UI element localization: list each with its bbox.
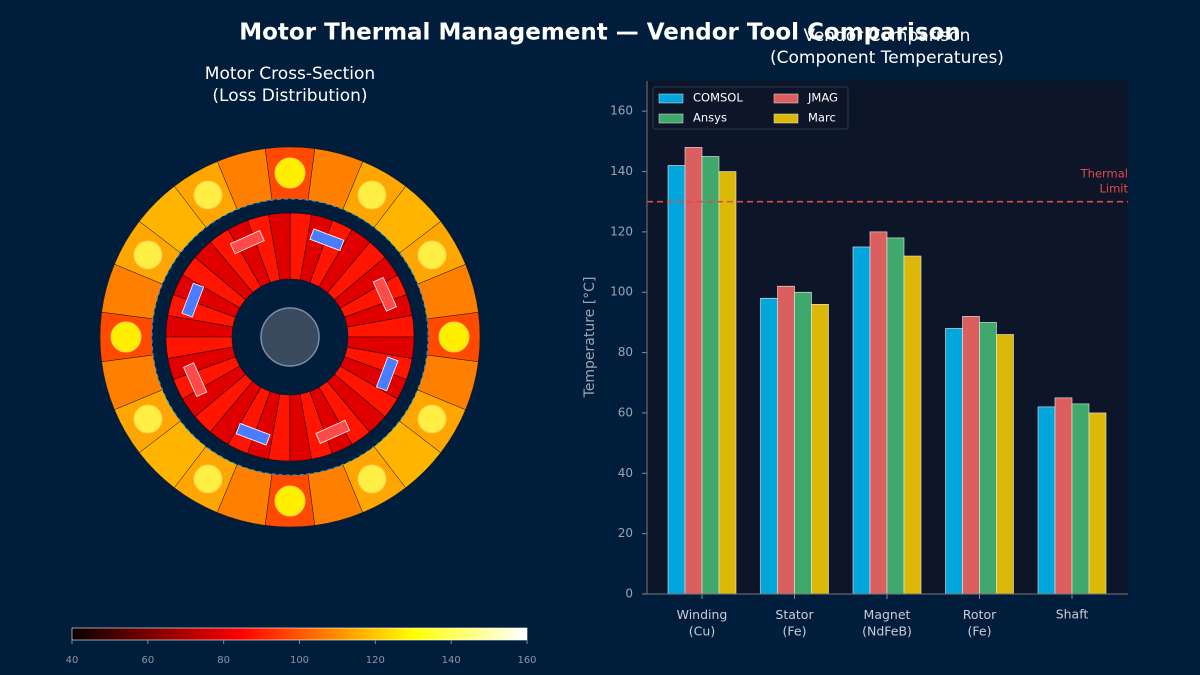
- colorbar-tick-label: 120: [366, 655, 385, 666]
- x-tick-label: Winding (Cu): [677, 607, 728, 638]
- y-tick-label: 60: [618, 405, 633, 419]
- winding: [133, 404, 163, 434]
- x-tick-label: Rotor (Fe): [963, 607, 997, 638]
- legend-swatch: [658, 93, 684, 104]
- bar: [962, 316, 980, 595]
- legend-swatch: [658, 113, 684, 124]
- legend-box: [652, 86, 849, 130]
- winding: [417, 404, 447, 434]
- bar: [996, 334, 1014, 595]
- winding: [274, 157, 306, 189]
- magnet: [183, 362, 208, 398]
- colorbar-tick-label: 100: [290, 655, 309, 666]
- bar: [777, 285, 795, 595]
- magnet: [375, 356, 399, 392]
- y-tick-label: 140: [610, 164, 633, 178]
- winding: [110, 321, 142, 353]
- winding: [357, 464, 387, 494]
- winding: [417, 240, 447, 270]
- magnet: [235, 422, 271, 446]
- x-tick-label: Stator (Fe): [775, 607, 814, 638]
- magnet: [315, 419, 351, 444]
- motor-diagram: [99, 146, 481, 528]
- bar: [701, 156, 720, 595]
- y-tick-label: 40: [618, 466, 633, 480]
- figure-title: Motor Thermal Management — Vendor Tool C…: [239, 20, 961, 46]
- bar: [1071, 403, 1090, 595]
- bar: [869, 231, 888, 595]
- y-tick-label: 160: [610, 104, 633, 118]
- winding: [357, 180, 387, 210]
- winding: [438, 321, 470, 353]
- magnet: [372, 276, 397, 312]
- bar: [886, 237, 905, 595]
- bar: [1054, 397, 1073, 595]
- bar: [718, 171, 737, 595]
- bar: [667, 165, 686, 595]
- colorbar-tick-label: 80: [217, 655, 230, 666]
- winding: [133, 240, 163, 270]
- y-tick-label: 120: [610, 224, 633, 238]
- legend-label: Marc: [808, 111, 836, 125]
- shaft: [260, 307, 320, 367]
- legend-swatch: [773, 93, 799, 104]
- colorbar-tick-label: 160: [517, 655, 536, 666]
- bar: [903, 255, 922, 595]
- winding: [193, 464, 223, 494]
- magnet: [309, 228, 345, 252]
- colorbar-tick-label: 40: [66, 655, 79, 666]
- legend-label: COMSOL: [693, 91, 743, 105]
- bar: [1037, 406, 1056, 595]
- bar: [684, 147, 703, 595]
- y-axis-label: Temperature [°C]: [582, 277, 598, 399]
- x-tick-label: Magnet (NdFeB): [862, 607, 912, 638]
- x-tick-label: Shaft: [1056, 607, 1089, 622]
- magnet: [181, 282, 205, 318]
- bar: [945, 328, 963, 595]
- threshold-label: Thermal Limit: [1080, 166, 1129, 195]
- y-tick-label: 100: [610, 285, 633, 299]
- winding: [274, 485, 306, 517]
- bar: [852, 246, 871, 595]
- colorbar-tick-label: 60: [141, 655, 154, 666]
- y-tick-label: 80: [618, 345, 633, 359]
- y-tick-label: 20: [618, 526, 633, 540]
- bar: [979, 322, 997, 595]
- panel-title: Motor Cross-Section (Loss Distribution): [205, 64, 375, 106]
- legend-label: JMAG: [807, 91, 838, 105]
- magnet: [229, 230, 265, 255]
- bar: [794, 291, 812, 595]
- bar: [1088, 412, 1107, 595]
- bar: [760, 297, 778, 595]
- colorbar: [71, 627, 528, 641]
- winding: [193, 180, 223, 210]
- legend-swatch: [773, 113, 799, 124]
- legend-label: Ansys: [693, 111, 727, 125]
- bar: [811, 304, 829, 595]
- colorbar-tick-label: 140: [442, 655, 461, 666]
- panel-title: Vendor Comparison (Component Temperatures…: [770, 26, 1004, 68]
- y-tick-label: 0: [625, 587, 633, 601]
